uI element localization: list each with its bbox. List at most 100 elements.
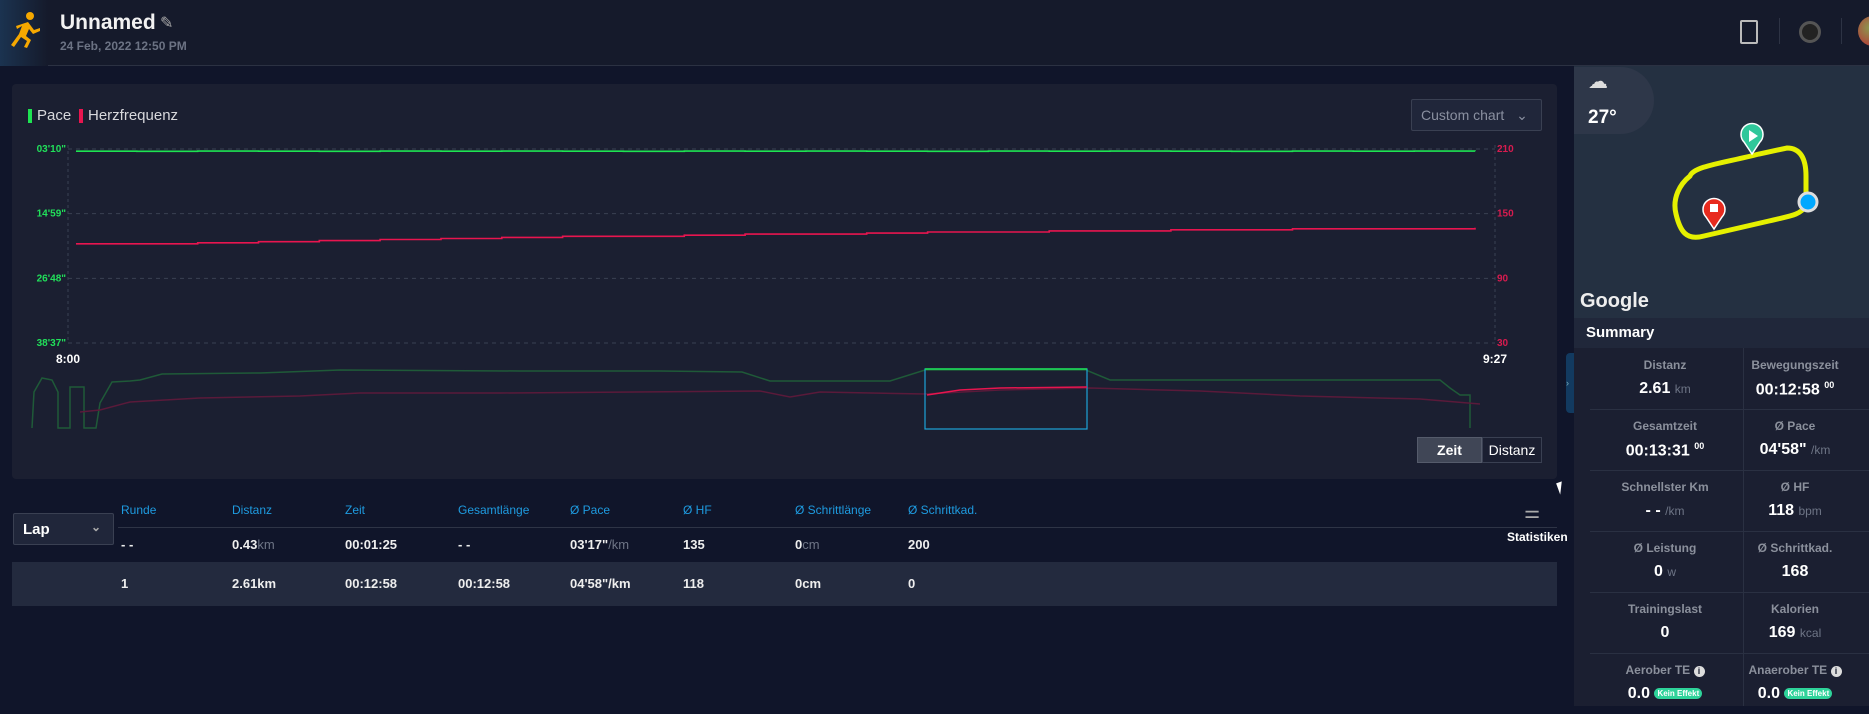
start-marker-icon[interactable] — [1741, 123, 1763, 154]
overview-minimap[interactable] — [32, 369, 1480, 429]
y-left-tick-label: 14'59" — [37, 209, 67, 220]
table-cell: 00:12:58 — [458, 576, 510, 591]
toggle-zeit[interactable]: Zeit — [1417, 437, 1482, 463]
stat-value: - - — [1646, 502, 1661, 519]
stat-value: 0 — [1661, 624, 1670, 641]
cell-value: 00:12:58 — [345, 576, 397, 591]
stat-label: Ø Schrittkad. — [1758, 541, 1833, 555]
table-cell: - - — [121, 537, 133, 552]
stat-label: Trainingslast — [1628, 602, 1702, 616]
summary-stat: Distanz 2.61 km — [1590, 348, 1740, 409]
chevron-down-icon: ⌄ — [91, 520, 101, 534]
cell-value: 1 — [121, 576, 128, 591]
stat-label: Gesamtzeit — [1633, 419, 1697, 433]
stat-value: 0 — [1654, 563, 1663, 580]
stat-label: Anaerober TE — [1748, 663, 1827, 677]
cell-unit: cm — [802, 537, 819, 552]
stat-value: 2.61 — [1639, 380, 1670, 397]
table-cell: 0.43km — [232, 537, 275, 552]
summary-title: Summary — [1574, 318, 1869, 348]
minimap-selection[interactable] — [925, 369, 1087, 429]
effect-badge: Kein Effekt — [1784, 688, 1832, 699]
column-header[interactable]: Zeit — [345, 503, 365, 517]
stat-value: 0.0 — [1758, 685, 1780, 702]
cell-value: 03'17" — [570, 537, 608, 552]
divider — [1841, 18, 1842, 44]
stat-unit: km — [1675, 382, 1691, 396]
stat-value: 169 — [1769, 624, 1796, 641]
table-cell: 00:01:25 — [345, 537, 397, 552]
stat-label: Aerober TE — [1625, 663, 1690, 677]
stat-unit: /km — [1665, 504, 1684, 518]
device-ring-icon[interactable] — [1799, 21, 1821, 43]
end-marker-icon[interactable] — [1703, 198, 1725, 229]
x-tick-label: 9:27 — [1483, 352, 1507, 366]
lap-select[interactable]: Lap ⌄ — [13, 513, 114, 545]
stat-label: Bewegungszeit — [1751, 358, 1838, 372]
minimap-hr-line — [80, 388, 1480, 412]
cell-value: 0 — [908, 576, 915, 591]
y-right-tick-label: 30 — [1497, 338, 1509, 349]
table-cell: 0 — [908, 576, 915, 591]
export-icon[interactable] — [1740, 20, 1758, 44]
column-header[interactable]: Distanz — [232, 503, 272, 517]
divider — [1743, 348, 1744, 706]
stat-label: Ø Leistung — [1634, 541, 1697, 555]
stat-unit: kcal — [1800, 626, 1821, 640]
stat-unit: w — [1667, 565, 1676, 579]
column-header[interactable]: Ø Schrittlänge — [795, 503, 871, 517]
info-icon[interactable]: i — [1831, 666, 1842, 677]
stat-value: 04'58" — [1760, 441, 1807, 458]
y-right-tick-label: 150 — [1497, 209, 1514, 220]
summary-stat: Ø Leistung 0 w — [1590, 531, 1740, 592]
stat-label: Kalorien — [1771, 602, 1819, 616]
stat-sup: 00 — [1824, 380, 1834, 390]
stat-label: Distanz — [1644, 358, 1687, 372]
column-header[interactable]: Ø HF — [683, 503, 712, 517]
column-header[interactable]: Gesamtlänge — [458, 503, 529, 517]
cell-value: 00:12:58 — [458, 576, 510, 591]
divider — [1779, 18, 1780, 44]
stat-label: Ø HF — [1781, 480, 1810, 494]
statistics-button[interactable]: Statistiken — [1507, 530, 1562, 544]
y-left-tick-label: 03'10" — [37, 144, 67, 155]
cell-value: 118 — [683, 576, 704, 591]
stat-label: Ø Pace — [1775, 419, 1816, 433]
stat-value: 118 — [1768, 502, 1794, 519]
stat-label: Schnellster Km — [1621, 480, 1708, 494]
table-cell: 1 — [121, 576, 128, 591]
column-header[interactable]: Ø Pace — [570, 503, 610, 517]
stat-value: 00:12:58 — [1756, 381, 1820, 398]
cloud-icon: ☁ — [1588, 69, 1608, 94]
cell-value: - - — [121, 537, 133, 552]
table-cell: 200 — [908, 537, 930, 552]
table-divider — [118, 527, 1557, 528]
cell-value: 0cm — [795, 576, 821, 591]
stat-sup: 00 — [1694, 441, 1704, 451]
cell-unit: /km — [608, 537, 629, 552]
y-right-tick-label: 210 — [1497, 144, 1514, 155]
google-logo: Google — [1580, 290, 1649, 313]
y-left-tick-label: 26'48" — [37, 273, 67, 284]
sliders-settings-icon[interactable]: ⚌ — [1524, 502, 1540, 523]
stat-value: 0.0 — [1628, 685, 1650, 702]
column-header[interactable]: Ø Schrittkad. — [908, 503, 977, 517]
minimap-pace-line — [32, 370, 1470, 428]
lap-select-value: Lap — [23, 521, 50, 538]
info-icon[interactable]: i — [1694, 666, 1705, 677]
toggle-distanz[interactable]: Distanz — [1482, 437, 1542, 463]
table-cell: 118 — [683, 576, 704, 591]
column-header[interactable]: Runde — [121, 503, 156, 517]
collapse-panel-tab[interactable]: › — [1566, 353, 1574, 413]
heart-rate-line — [76, 228, 1475, 244]
table-cell: 135 — [683, 537, 705, 552]
table-cell: 03'17"/km — [570, 537, 629, 552]
summary-stat: Trainingslast 0 — [1590, 592, 1740, 653]
cell-value: - - — [458, 537, 470, 552]
stat-unit: bpm — [1798, 504, 1821, 518]
effect-badge: Kein Effekt — [1654, 688, 1702, 699]
summary-stat: Schnellster Km - - /km — [1590, 470, 1740, 531]
